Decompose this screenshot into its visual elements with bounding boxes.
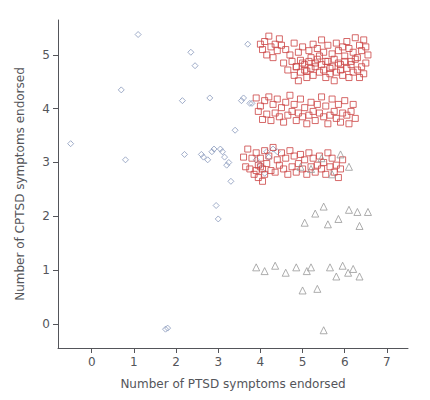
svg-text:5: 5 [42,48,50,62]
svg-text:2: 2 [172,355,180,369]
svg-text:4: 4 [257,355,265,369]
svg-text:1: 1 [130,355,138,369]
svg-text:Number of PTSD symptoms endors: Number of PTSD symptoms endorsed [120,377,345,391]
svg-text:0: 0 [88,355,96,369]
svg-text:3: 3 [214,355,222,369]
svg-text:7: 7 [383,355,391,369]
svg-text:5: 5 [299,355,307,369]
svg-text:4: 4 [42,102,50,116]
svg-text:Number of CPTSD symptoms endor: Number of CPTSD symptoms endorsed [13,67,27,301]
svg-text:0: 0 [42,317,50,331]
svg-text:2: 2 [42,209,50,223]
svg-text:1: 1 [42,263,50,277]
svg-text:3: 3 [42,155,50,169]
svg-text:6: 6 [341,355,349,369]
